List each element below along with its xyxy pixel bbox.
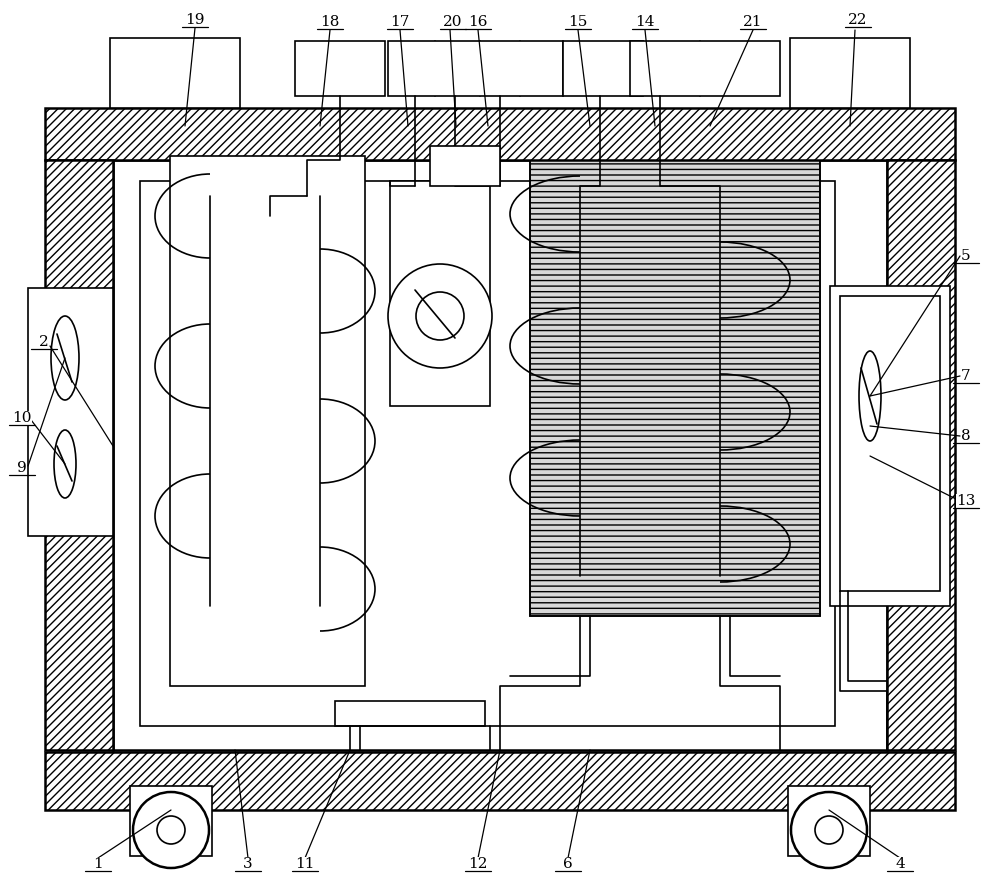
Bar xyxy=(140,181,835,726)
Bar xyxy=(563,41,643,96)
Bar xyxy=(830,286,950,606)
Bar xyxy=(110,38,240,108)
Bar xyxy=(45,108,955,160)
Text: 15: 15 xyxy=(568,15,588,29)
Bar xyxy=(530,156,820,616)
Text: 18: 18 xyxy=(320,15,340,29)
Bar xyxy=(430,146,500,186)
Bar xyxy=(295,41,385,96)
Bar xyxy=(788,786,870,856)
Text: 12: 12 xyxy=(468,857,488,871)
Text: 13: 13 xyxy=(956,494,976,508)
Circle shape xyxy=(133,792,209,868)
Text: 6: 6 xyxy=(563,857,573,871)
Circle shape xyxy=(416,292,464,340)
Bar xyxy=(130,786,212,856)
Ellipse shape xyxy=(54,430,76,498)
Ellipse shape xyxy=(51,316,79,400)
Bar xyxy=(388,41,563,96)
Bar xyxy=(170,156,365,686)
Text: 21: 21 xyxy=(743,15,763,29)
Bar xyxy=(630,41,780,96)
Ellipse shape xyxy=(859,351,881,441)
Bar xyxy=(113,160,887,750)
Text: 8: 8 xyxy=(961,429,971,443)
Bar xyxy=(840,296,940,591)
Text: 16: 16 xyxy=(468,15,488,29)
Text: 1: 1 xyxy=(93,857,103,871)
Circle shape xyxy=(388,264,492,368)
Bar xyxy=(390,181,490,406)
Text: 11: 11 xyxy=(295,857,315,871)
Text: 22: 22 xyxy=(848,13,868,27)
Bar xyxy=(530,156,820,616)
Text: 14: 14 xyxy=(635,15,655,29)
Bar xyxy=(45,752,955,810)
Text: 9: 9 xyxy=(17,461,27,475)
Circle shape xyxy=(815,816,843,844)
Bar xyxy=(45,160,113,750)
Bar xyxy=(887,160,955,750)
Bar xyxy=(790,38,910,108)
Text: 10: 10 xyxy=(12,411,32,425)
Circle shape xyxy=(791,792,867,868)
Text: 2: 2 xyxy=(39,335,49,349)
Text: 20: 20 xyxy=(443,15,463,29)
Text: 5: 5 xyxy=(961,249,971,263)
Text: 19: 19 xyxy=(185,13,205,27)
Text: 4: 4 xyxy=(895,857,905,871)
Bar xyxy=(335,701,485,726)
Bar xyxy=(28,288,113,536)
Text: 3: 3 xyxy=(243,857,253,871)
Text: 17: 17 xyxy=(390,15,410,29)
Circle shape xyxy=(157,816,185,844)
Text: 7: 7 xyxy=(961,369,971,383)
